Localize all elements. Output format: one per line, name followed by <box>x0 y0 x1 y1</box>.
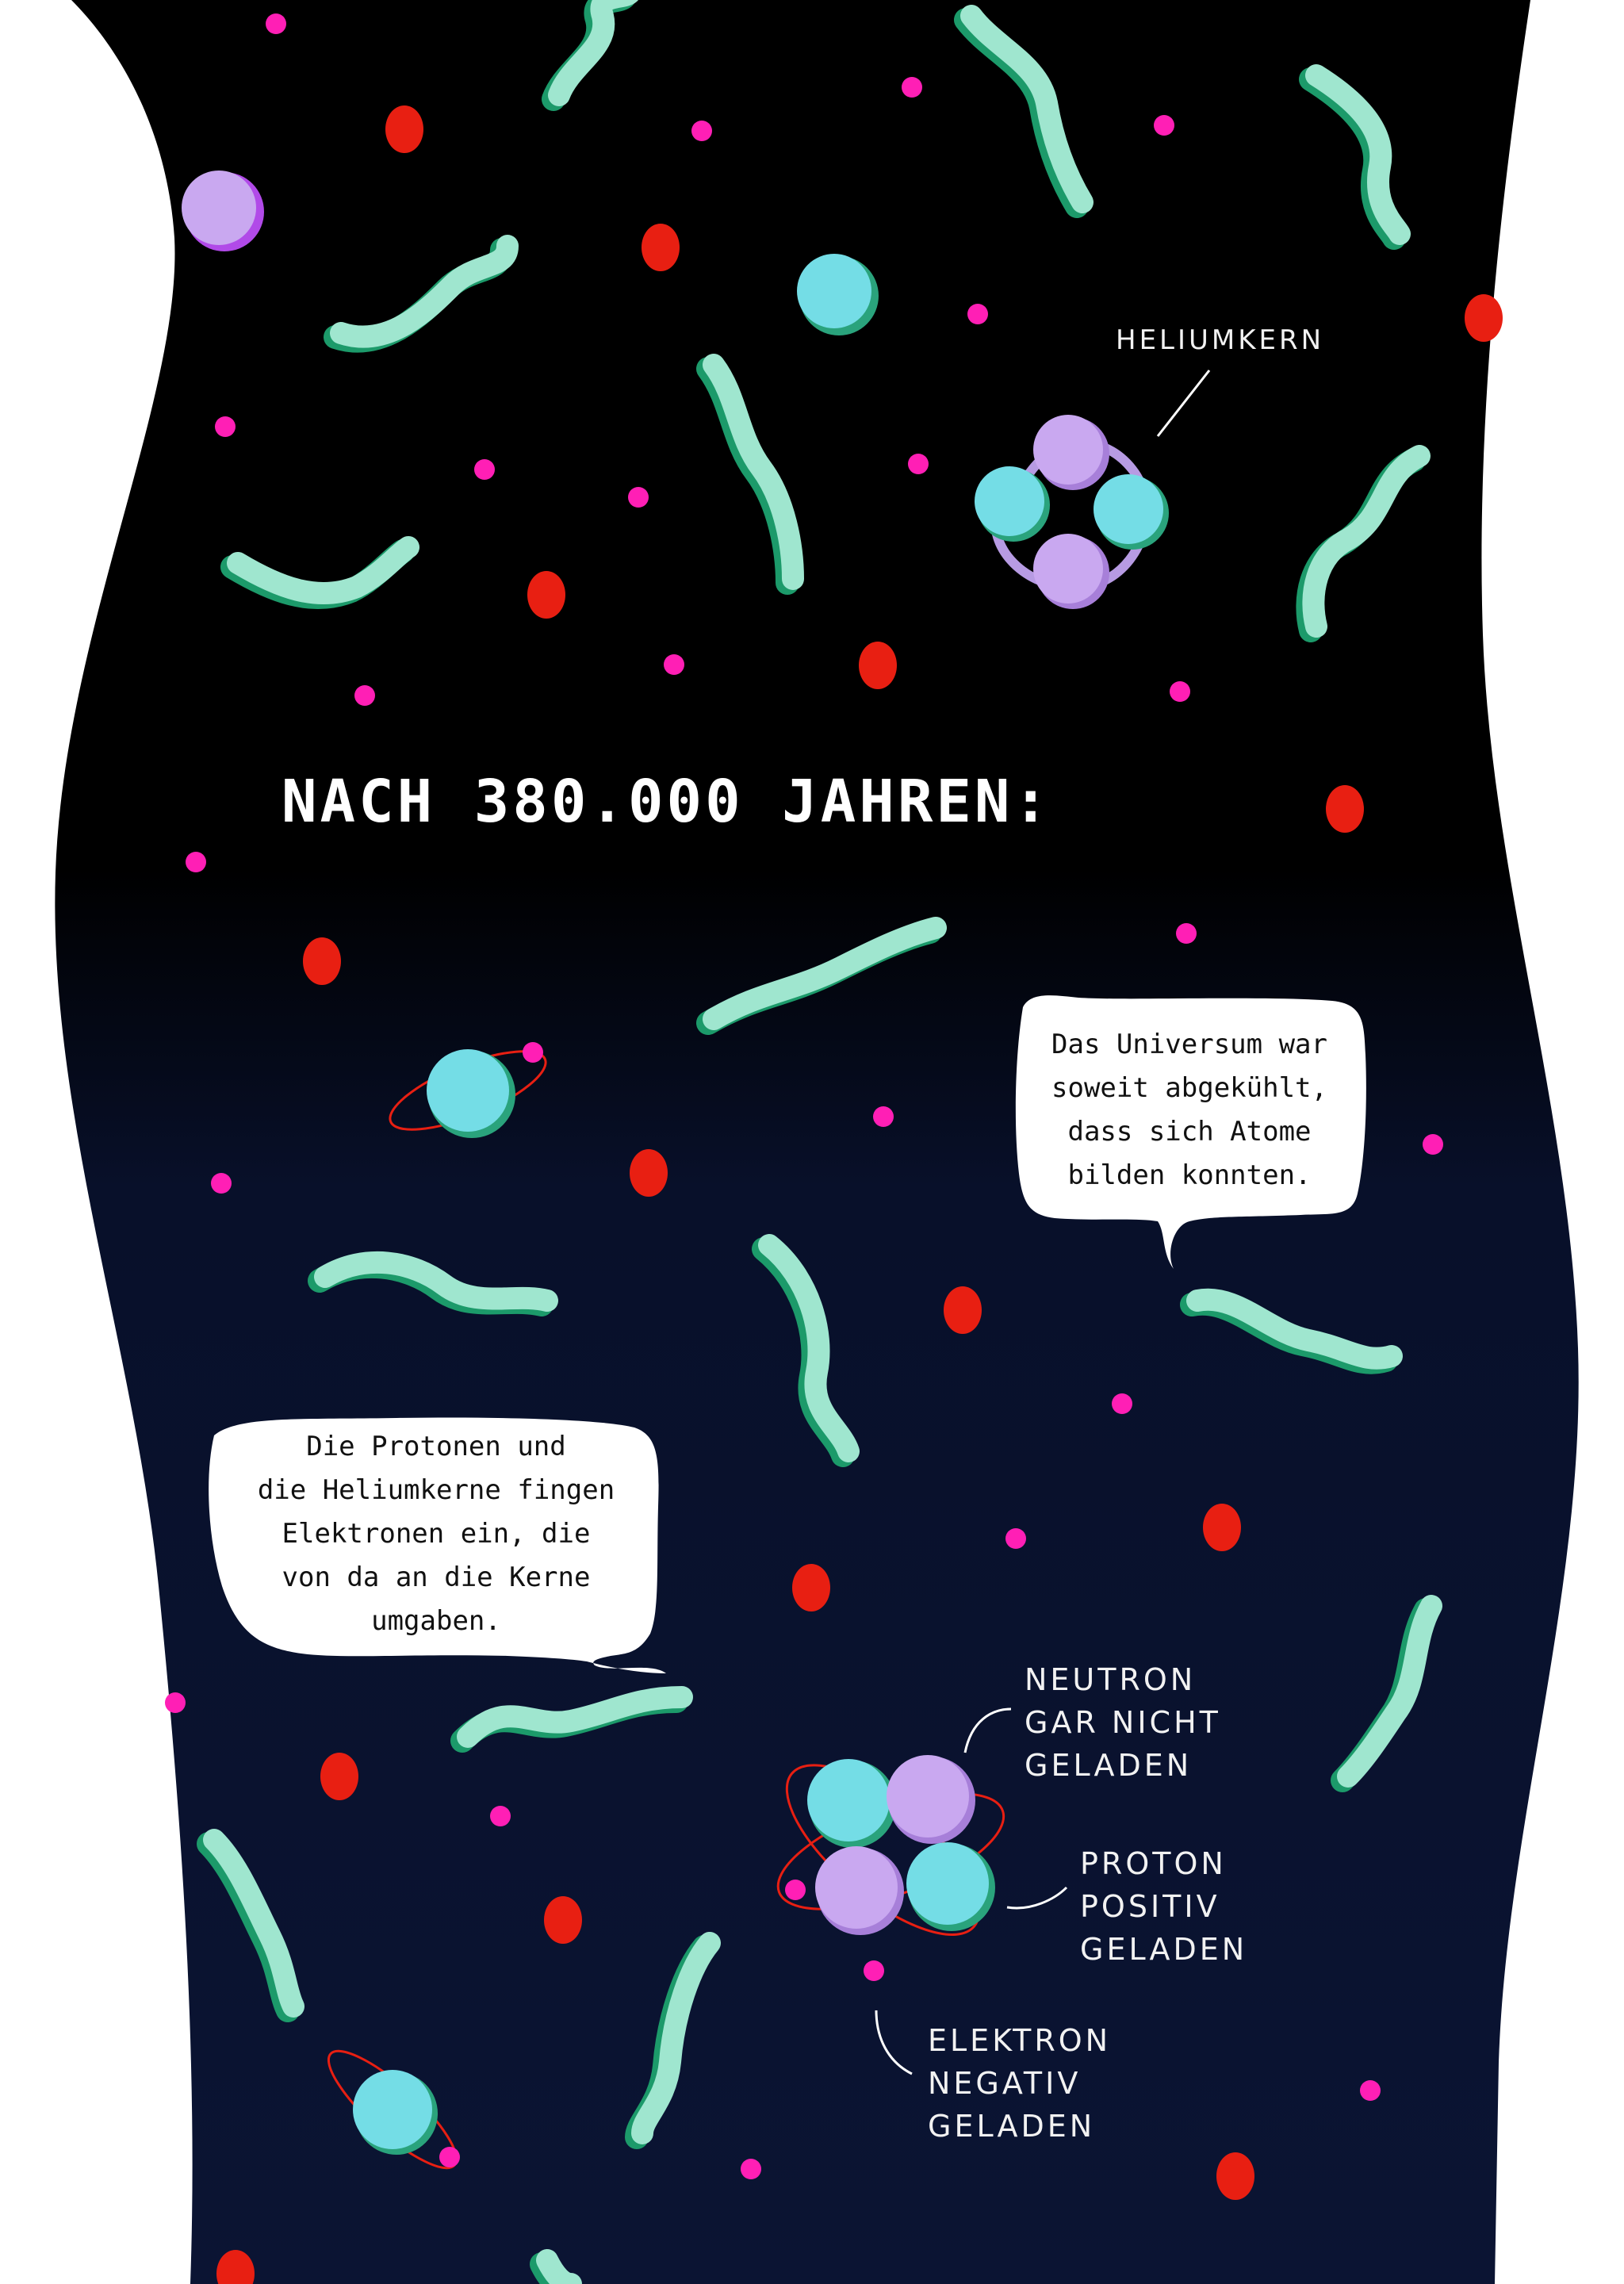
photon-worm <box>330 235 519 348</box>
main-heading: NACH 380.000 JAHREN: <box>282 768 1052 836</box>
speech-bubble-top-right <box>1015 995 1366 1269</box>
electron-dot <box>967 304 988 324</box>
electron-dot <box>664 654 684 675</box>
proton-label: PROTON POSITIV GELADEN <box>1080 1842 1247 1971</box>
electron-dot <box>691 121 712 141</box>
helium-atom-bottom <box>776 1755 1005 1936</box>
electron-pointer <box>875 2010 913 2075</box>
hydrogen-atom-upper <box>389 1042 547 1138</box>
neutron-pointer <box>963 1707 1012 1753</box>
photon-worm <box>631 1932 721 2144</box>
photon-worm <box>1305 64 1411 245</box>
electron-dot <box>474 459 495 480</box>
bubble-left-line-3: Elektronen ein, die <box>282 1518 591 1550</box>
neutron-label-line-2: GAR NICHT <box>1025 1705 1221 1740</box>
bubble-left-line-1: Die Protonen und <box>306 1431 566 1462</box>
neutron-label-line-3: GELADEN <box>1025 1748 1193 1783</box>
heliumkern-pointer-line <box>1156 370 1211 437</box>
red-particle <box>1326 785 1364 833</box>
electron-dot <box>215 416 236 437</box>
red-particle <box>859 642 897 689</box>
electron-dot <box>490 1806 511 1826</box>
speech-bubble-left <box>209 1417 666 1673</box>
electron-label-line-2: NEGATIV <box>928 2066 1082 2101</box>
photon-worm <box>703 917 947 1030</box>
electron-dot <box>354 685 375 706</box>
electron-dot <box>211 1173 232 1194</box>
electron-dot <box>186 852 206 872</box>
helium-nucleus-label: HELIUMKERN <box>1116 319 1324 362</box>
electron-dot <box>785 1880 806 1900</box>
photon-worm <box>1302 445 1431 638</box>
electron-dot <box>1176 923 1197 944</box>
helium-nucleus-top <box>975 415 1169 609</box>
bubble-left-line-4: von da an die Kerne <box>282 1562 591 1593</box>
photon-worm <box>960 5 1094 213</box>
red-particle <box>792 1564 830 1611</box>
photon-worm <box>1186 1288 1403 1370</box>
particles <box>165 13 1503 2284</box>
red-particle <box>944 1286 982 1334</box>
bubble-left-line-2: die Heliumkerne fingen <box>257 1474 615 1506</box>
photon-worm <box>703 354 804 590</box>
electron-dot <box>1154 115 1174 136</box>
photon-worm <box>457 1686 693 1748</box>
photon-worm <box>758 1234 860 1462</box>
loose-neutron <box>182 171 264 251</box>
photon-worm <box>314 1251 558 1312</box>
electron-dot <box>628 487 649 508</box>
photon-worm <box>203 1829 304 2018</box>
speech-bubble-left-text: Die Protonen und die Heliumkerne fingen … <box>214 1425 658 1643</box>
proton-label-line-3: GELADEN <box>1080 1932 1248 1967</box>
red-particle <box>1465 294 1503 342</box>
red-particle <box>1203 1504 1241 1551</box>
electron-dot <box>902 77 922 98</box>
bubble-top-right-line-3: dass sich Atome <box>1067 1116 1312 1148</box>
speech-bubble-top-right-text: Das Universum war soweit abgekühlt, dass… <box>1015 1023 1364 1198</box>
bubble-left-line-5: umgaben. <box>371 1605 501 1637</box>
electron-dot <box>266 13 286 34</box>
electron-dot <box>165 1692 186 1713</box>
bubble-top-right-line-1: Das Universum war <box>1051 1029 1327 1060</box>
photon-worms <box>197 0 1442 2284</box>
proton-label-line-1: PROTON <box>1080 1846 1227 1881</box>
electron-label-line-1: ELEKTRON <box>928 2023 1112 2058</box>
proton-label-line-2: POSITIV <box>1080 1889 1220 1924</box>
electron-dot <box>1112 1393 1132 1414</box>
red-particle <box>527 571 565 619</box>
electron-label-line-3: GELADEN <box>928 2109 1096 2144</box>
red-particle <box>320 1753 358 1800</box>
electron-dot <box>1170 681 1190 702</box>
proton-pointer <box>1006 1886 1068 1910</box>
electron-dot <box>1423 1134 1443 1155</box>
red-particle <box>544 1896 582 1944</box>
bubble-top-right-line-2: soweit abgekühlt, <box>1051 1072 1327 1104</box>
red-particle <box>385 105 423 153</box>
electron-dot <box>908 454 929 474</box>
loose-proton <box>797 254 879 335</box>
electron-label: ELEKTRON NEGATIV GELADEN <box>928 2019 1111 2148</box>
helium-nucleus-label-text: HELIUMKERN <box>1116 324 1325 356</box>
electron-dot <box>1360 2080 1381 2101</box>
neutron-label-line-1: NEUTRON <box>1025 1662 1197 1697</box>
neutron-label: NEUTRON GAR NICHT GELADEN <box>1025 1658 1221 1787</box>
red-particle <box>216 2250 255 2284</box>
red-particle <box>1216 2152 1254 2200</box>
electron-dot <box>741 2159 761 2179</box>
bubble-top-right-line-4: bilden konnten. <box>1067 1159 1312 1191</box>
red-particle <box>642 224 680 271</box>
photon-worm <box>548 0 638 106</box>
photon-worm <box>1337 1595 1442 1788</box>
space-background <box>55 0 1579 2284</box>
red-particle <box>630 1149 668 1197</box>
electron-dot <box>1005 1528 1026 1549</box>
hydrogen-atom-lower <box>327 2049 460 2170</box>
electron-dot <box>873 1106 894 1127</box>
electron-dot <box>864 1960 884 1981</box>
photon-worm <box>227 536 419 604</box>
red-particle <box>303 937 341 985</box>
